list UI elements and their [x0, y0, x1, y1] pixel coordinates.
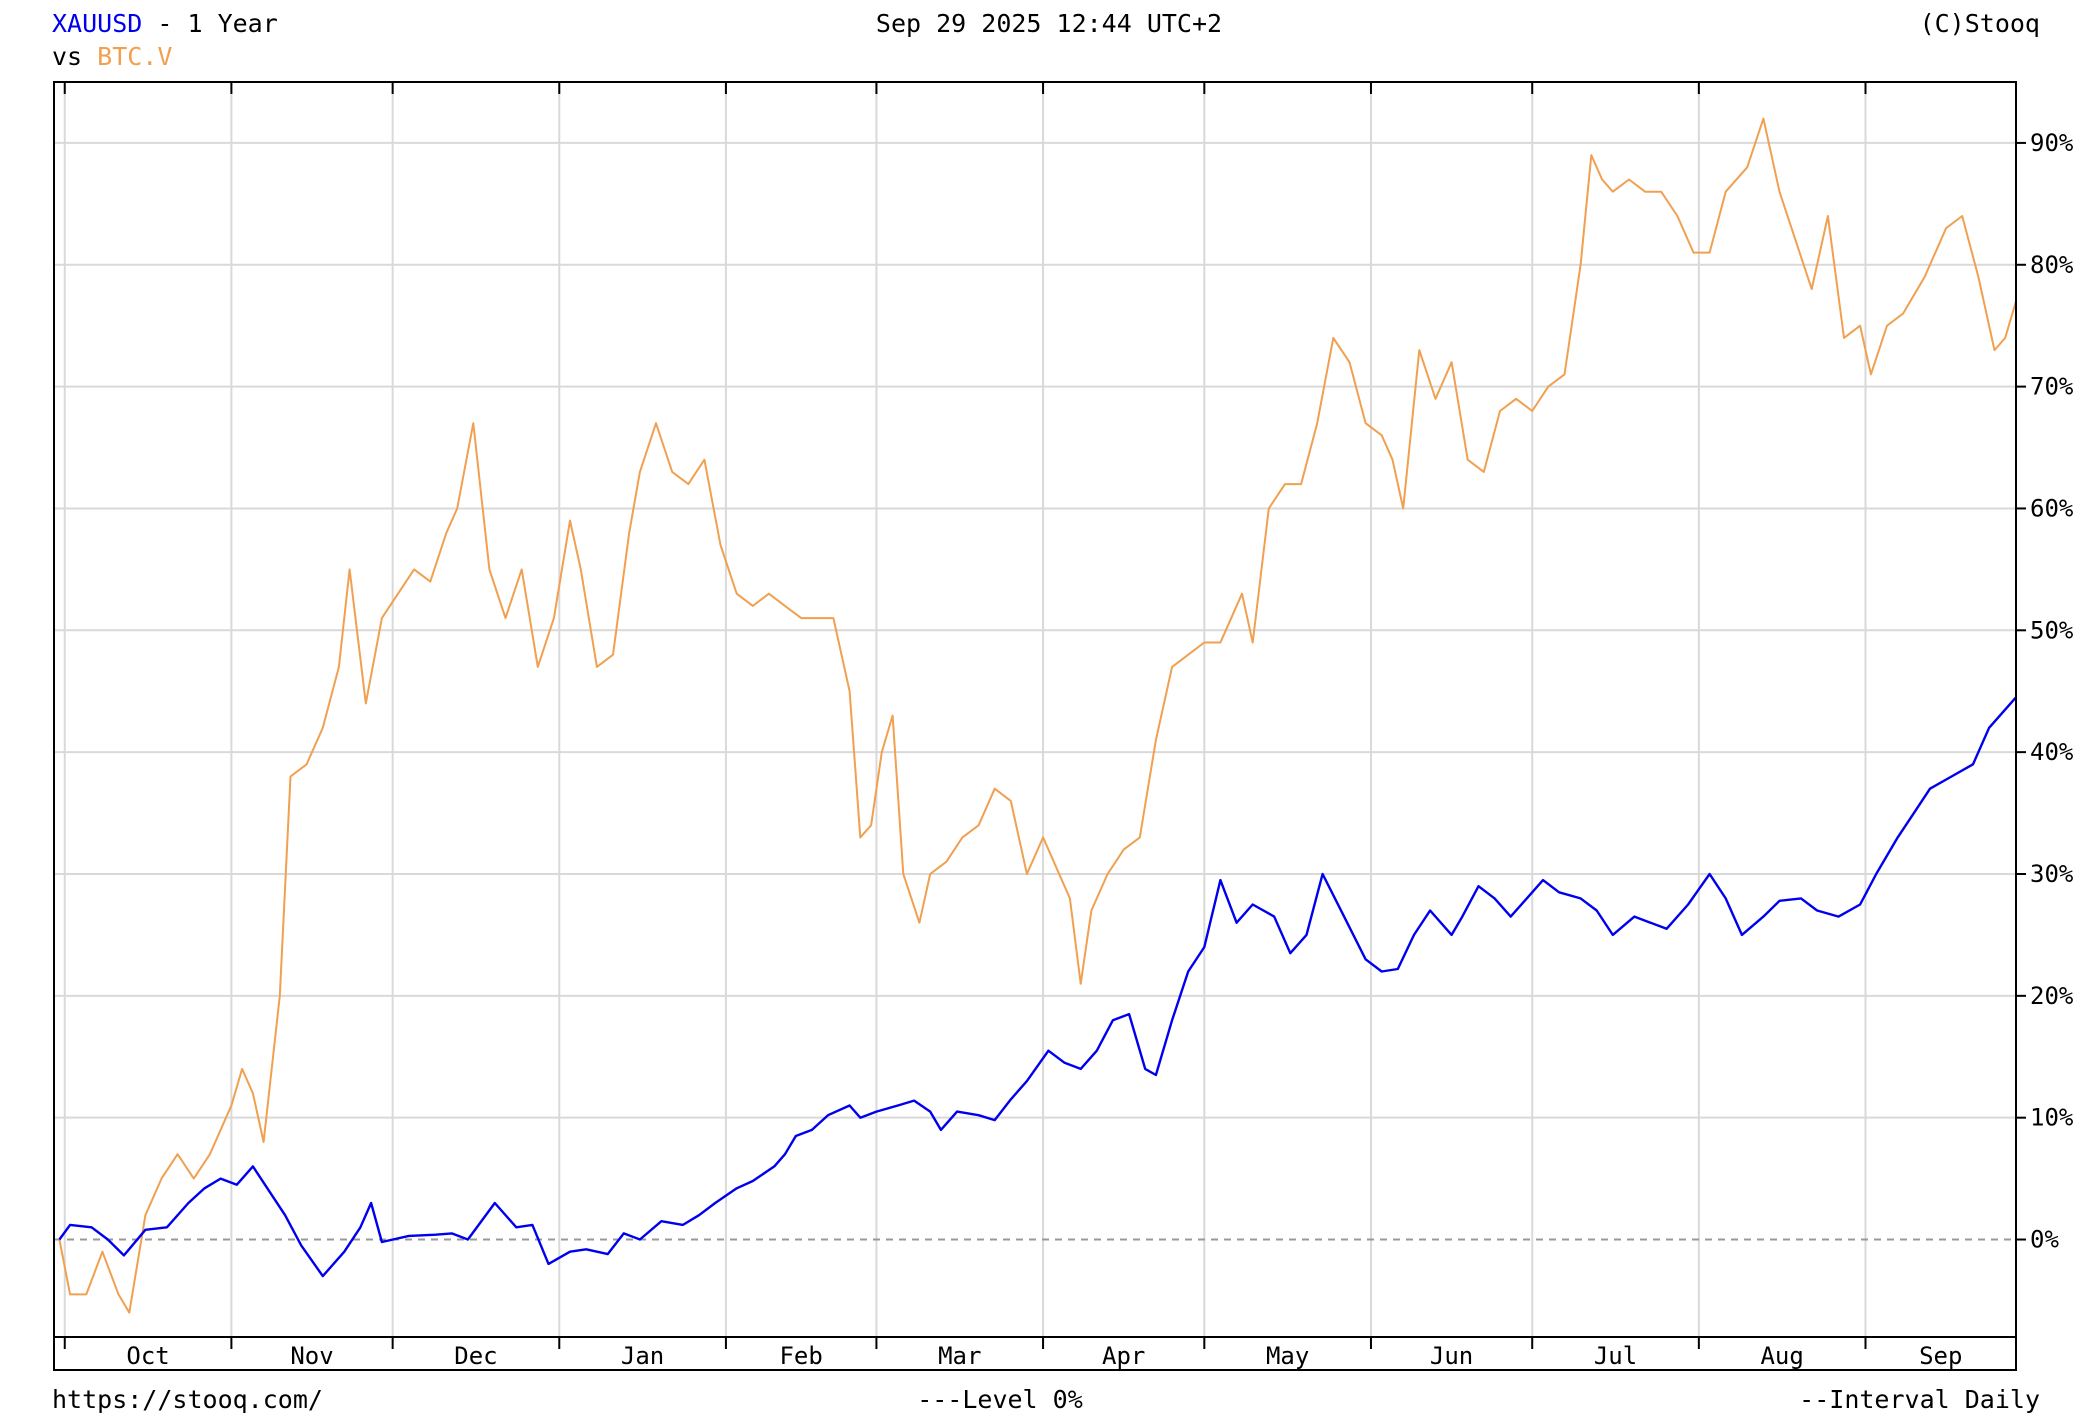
- y-tick-label: 20%: [2030, 982, 2074, 1010]
- x-axis-strip: [53, 1336, 2017, 1371]
- x-tick-label-sep: Sep: [1919, 1342, 1962, 1370]
- y-tick-label: 60%: [2030, 494, 2074, 522]
- vs-label: vs: [52, 42, 97, 71]
- x-tick-label-nov: Nov: [290, 1342, 333, 1370]
- x-tick-label-oct: Oct: [126, 1342, 169, 1370]
- y-tick-label: 40%: [2030, 738, 2074, 766]
- source-url[interactable]: https://stooq.com/: [52, 1385, 323, 1414]
- x-tick-label-jul: Jul: [1594, 1342, 1637, 1370]
- y-tick-label: 0%: [2030, 1226, 2059, 1254]
- series-layer: [58, 117, 2017, 1314]
- x-tick-label-jun: Jun: [1430, 1342, 1473, 1370]
- compare-symbol-link[interactable]: BTC.V: [97, 42, 172, 71]
- x-tick-label-dec: Dec: [454, 1342, 497, 1370]
- x-tick-label-apr: Apr: [1102, 1342, 1145, 1370]
- y-tick-label: 80%: [2030, 251, 2074, 279]
- series-line-xauusd: [58, 696, 2017, 1278]
- period-label: - 1 Year: [142, 9, 277, 38]
- x-axis: Oct Nov Dec Jan Feb Mar Apr May Jun Jul Aug Sep: [53, 82, 2017, 1371]
- x-tick-label-jan: Jan: [621, 1342, 664, 1370]
- x-tick-label-feb: Feb: [779, 1342, 822, 1370]
- y-tick-label: 10%: [2030, 1104, 2074, 1132]
- symbol-link[interactable]: XAUUSD: [52, 9, 142, 38]
- y-tick-label: 70%: [2030, 373, 2074, 401]
- level-legend: ---Level 0%: [917, 1385, 1083, 1414]
- header-line-1: XAUUSD - 1 Year: [52, 9, 278, 38]
- y-tick-label: 50%: [2030, 616, 2074, 644]
- x-tick-label-may: May: [1266, 1342, 1309, 1370]
- y-tick-label: 90%: [2030, 129, 2074, 157]
- x-tick-label-aug: Aug: [1760, 1342, 1803, 1370]
- header-line-2: vs BTC.V: [52, 42, 172, 71]
- y-axis: 0% 10% 20% 30% 40% 50% 60% 70% 80% 90%: [2016, 129, 2074, 1254]
- grid: [54, 82, 2016, 1337]
- y-tick-label: 30%: [2030, 860, 2074, 888]
- series-line-btc: [58, 117, 2017, 1314]
- interval-legend: --Interval Daily: [1799, 1385, 2040, 1414]
- timestamp: Sep 29 2025 12:44 UTC+2: [876, 9, 1222, 38]
- x-tick-label-mar: Mar: [938, 1342, 981, 1370]
- copyright: (C)Stooq: [1920, 9, 2040, 38]
